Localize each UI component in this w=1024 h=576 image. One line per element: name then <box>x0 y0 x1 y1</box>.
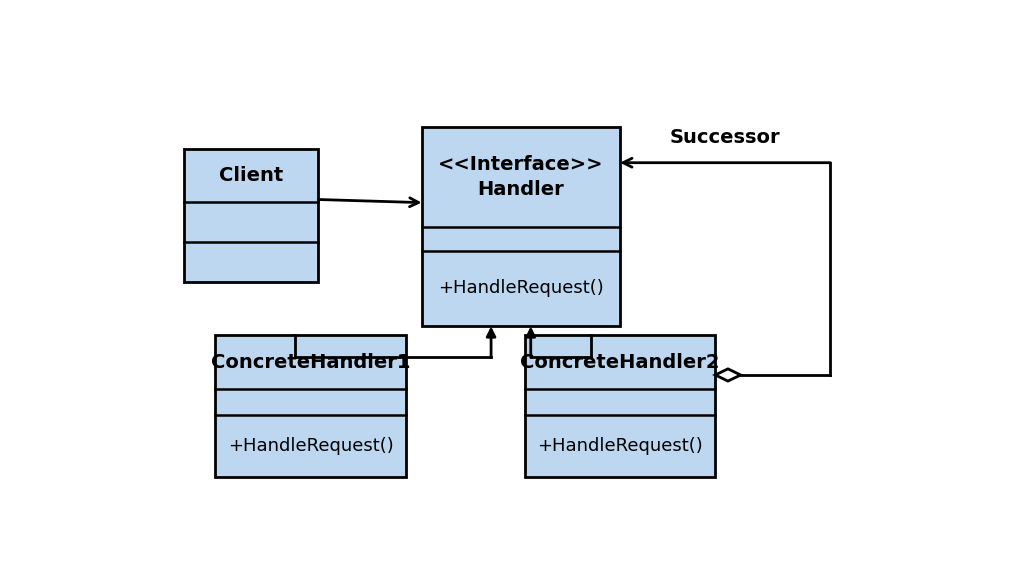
Text: ConcreteHandler2: ConcreteHandler2 <box>520 353 720 372</box>
Text: <<Interface>>
Handler: <<Interface>> Handler <box>438 155 603 199</box>
Bar <box>215 335 406 477</box>
Bar <box>422 127 621 327</box>
Text: +HandleRequest(): +HandleRequest() <box>438 279 604 297</box>
Bar <box>183 149 318 282</box>
Text: ConcreteHandler1: ConcreteHandler1 <box>211 353 411 372</box>
Polygon shape <box>715 369 740 381</box>
Bar <box>524 335 715 477</box>
Text: +HandleRequest(): +HandleRequest() <box>227 437 393 455</box>
Text: Successor: Successor <box>670 128 780 147</box>
Text: Client: Client <box>219 166 283 185</box>
Text: +HandleRequest(): +HandleRequest() <box>538 437 702 455</box>
